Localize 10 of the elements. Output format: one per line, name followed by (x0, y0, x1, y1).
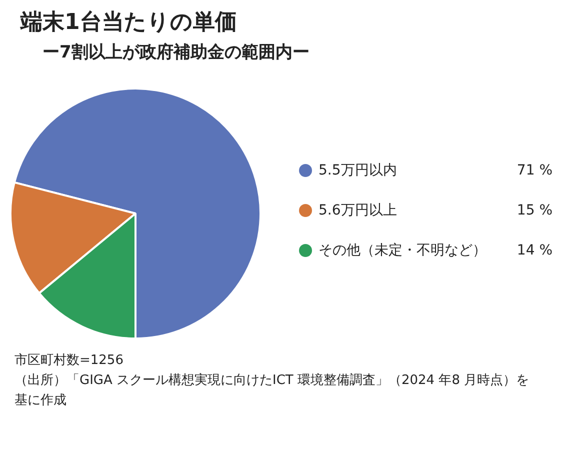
chart-title: 端末1台当たりの単価 (20, 10, 237, 35)
legend-label: その他（未定・不明など） (318, 242, 486, 258)
text: 市区町村数=1256 (14, 353, 124, 368)
legend-label: 5.6万円以上 (318, 202, 397, 218)
data-label: 15 % (516, 202, 553, 218)
data-label: 71 % (516, 162, 553, 178)
text: （出所）「GIGA スクール構想実現に向けたICT 環境整備調査」（2024 年8 月時点）を基に作成 (14, 372, 530, 408)
chart-subtitle: ー7割以上が政府補助金の範囲内ー (42, 42, 310, 62)
data-label: 14 % (516, 242, 553, 258)
legend-label: 5.5万円以内 (318, 162, 397, 178)
